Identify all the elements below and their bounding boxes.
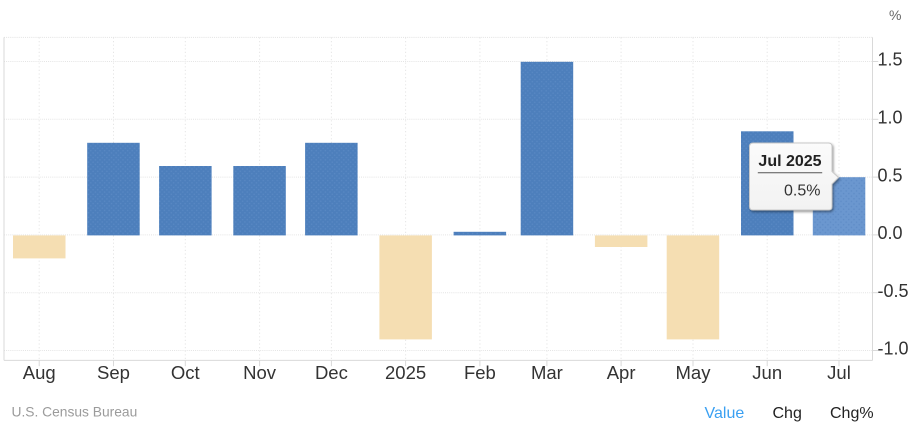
svg-text:Value: Value [705,405,745,422]
svg-text:Aug: Aug [23,362,56,383]
svg-text:0.0: 0.0 [878,223,903,243]
svg-text:2025: 2025 [385,362,426,383]
svg-text:Dec: Dec [315,362,348,383]
svg-text:Oct: Oct [171,362,200,383]
svg-text:Chg%: Chg% [830,405,874,422]
svg-text:-1.0: -1.0 [878,339,909,359]
svg-text:Apr: Apr [607,362,636,383]
svg-text:Jul: Jul [827,362,851,383]
svg-text:Jul 2025: Jul 2025 [758,153,821,170]
svg-text:0.5: 0.5 [878,165,903,185]
svg-text:%: % [889,7,901,23]
svg-text:1.0: 1.0 [878,108,903,128]
svg-text:-0.5: -0.5 [878,281,909,301]
svg-text:Mar: Mar [531,362,563,383]
svg-text:Nov: Nov [243,362,277,383]
svg-text:1.5: 1.5 [878,50,903,70]
svg-text:Chg: Chg [773,405,802,422]
svg-text:May: May [676,362,712,383]
svg-text:Sep: Sep [97,362,130,383]
svg-text:Jun: Jun [752,362,782,383]
svg-text:U.S. Census Bureau: U.S. Census Bureau [12,405,138,420]
svg-text:0.5%: 0.5% [784,183,820,200]
svg-text:Feb: Feb [464,362,496,383]
